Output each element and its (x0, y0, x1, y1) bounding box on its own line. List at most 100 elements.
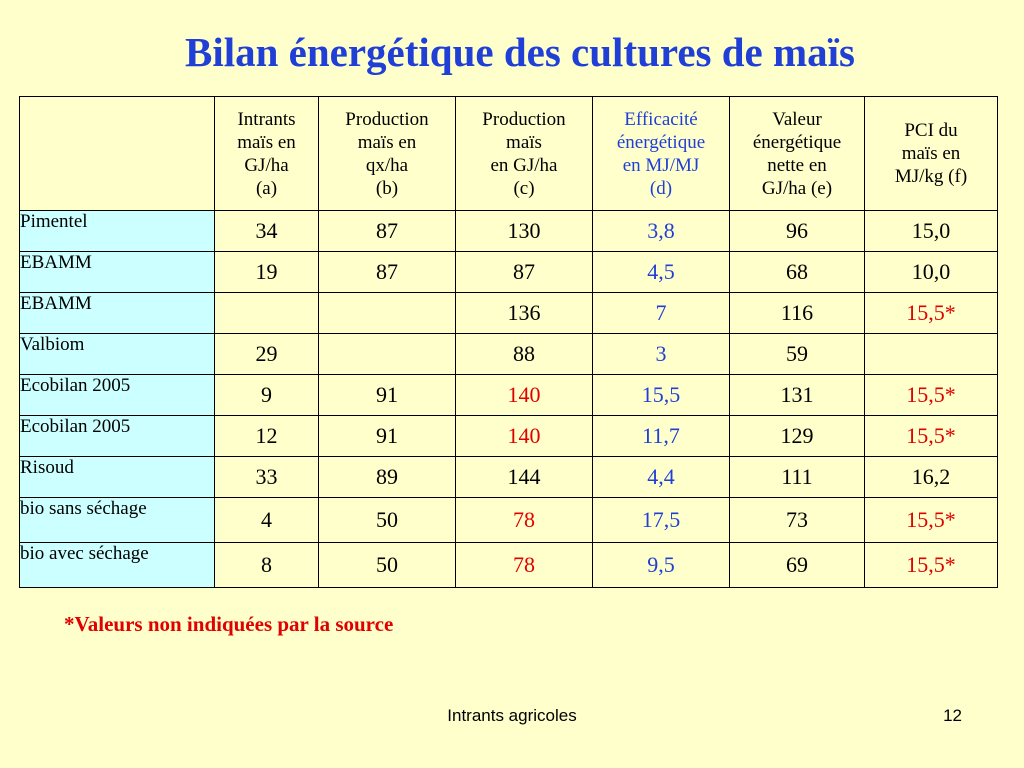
header-line: (a) (255, 177, 278, 199)
header-corner-cell (19, 96, 215, 211)
slide-title: Bilan énergétique des cultures de maïs (184, 29, 856, 75)
cell-valeur-nette: 116 (729, 292, 865, 334)
cell-efficacite: 11,7 (592, 415, 730, 457)
table-row: Risoud 33 89 144 4,4 111 16,2 (19, 456, 998, 498)
footer-label: Intrants agricoles (447, 706, 577, 725)
table-row: EBAMM 19 87 87 4,5 68 10,0 (19, 251, 998, 293)
header-line: MJ/kg (f) (894, 166, 968, 187)
header-line: Intrants (237, 108, 296, 130)
row-label: Risoud (19, 456, 215, 498)
cell-production-gj: 136 (455, 292, 593, 334)
header-line: en MJ/MJ (622, 154, 700, 176)
cell-intrants: 34 (214, 210, 319, 252)
cell-production-gj: 140 (455, 415, 593, 457)
cell-pci: 15,5* (864, 374, 998, 416)
header-line: énergétique (752, 131, 842, 153)
cell-efficacite: 9,5 (592, 542, 730, 588)
row-label: Pimentel (19, 210, 215, 252)
table-row: EBAMM 136 7 116 15,5* (19, 292, 998, 334)
table-header-row: Intrants maïs en GJ/ha (a) Production ma… (19, 96, 998, 211)
cell-production-qx: 50 (318, 542, 456, 588)
cell-pci: 15,0 (864, 210, 998, 252)
cell-intrants: 33 (214, 456, 319, 498)
row-label: Ecobilan 2005 (19, 374, 215, 416)
header-line: (d) (649, 177, 673, 199)
cell-pci (864, 333, 998, 375)
header-line: GJ/ha (e) (761, 177, 833, 199)
cell-pci: 15,5* (864, 415, 998, 457)
table-row: Pimentel 34 87 130 3,8 96 15,0 (19, 210, 998, 252)
cell-efficacite: 4,5 (592, 251, 730, 293)
header-line: GJ/ha (244, 154, 289, 176)
header-production-qx: Production maïs en qx/ha (b) (318, 96, 456, 211)
cell-valeur-nette: 96 (729, 210, 865, 252)
header-line: Efficacité (624, 108, 698, 130)
row-label: EBAMM (19, 292, 215, 334)
header-production-gj: Production maïs en GJ/ha (c) (455, 96, 593, 211)
row-label: EBAMM (19, 251, 215, 293)
footnote: *Valeurs non indiquées par la source (64, 612, 394, 636)
header-pci: PCI du maïs en MJ/kg (f) (864, 96, 998, 211)
header-line: maïs en (901, 143, 961, 164)
header-line: en GJ/ha (490, 154, 558, 176)
cell-valeur-nette: 131 (729, 374, 865, 416)
header-line: maïs (506, 131, 542, 153)
cell-pci: 10,0 (864, 251, 998, 293)
cell-pci: 15,5* (864, 542, 998, 588)
cell-efficacite: 4,4 (592, 456, 730, 498)
row-label: Ecobilan 2005 (19, 415, 215, 457)
header-line: Production (345, 108, 429, 130)
header-line: PCI du (904, 120, 958, 141)
cell-production-gj: 78 (455, 497, 593, 543)
table-row: bio avec séchage 8 50 78 9,5 69 15,5* (19, 542, 998, 588)
cell-production-qx: 50 (318, 497, 456, 543)
cell-valeur-nette: 111 (729, 456, 865, 498)
table-row: bio sans séchage 4 50 78 17,5 73 15,5* (19, 497, 998, 543)
cell-production-qx: 89 (318, 456, 456, 498)
cell-valeur-nette: 59 (729, 333, 865, 375)
table-row: Ecobilan 2005 9 91 140 15,5 131 15,5* (19, 374, 998, 416)
cell-efficacite: 3 (592, 333, 730, 375)
cell-intrants: 9 (214, 374, 319, 416)
header-line: maïs en (237, 131, 296, 153)
cell-efficacite: 17,5 (592, 497, 730, 543)
header-line: (b) (375, 177, 399, 199)
row-label: Valbiom (19, 333, 215, 375)
cell-valeur-nette: 68 (729, 251, 865, 293)
row-label: bio sans séchage (19, 497, 215, 543)
table-row: Valbiom 29 88 3 59 (19, 333, 998, 375)
cell-valeur-nette: 73 (729, 497, 865, 543)
cell-intrants: 12 (214, 415, 319, 457)
header-line: énergétique (616, 131, 706, 153)
cell-production-gj: 88 (455, 333, 593, 375)
table-row: Ecobilan 2005 12 91 140 11,7 129 15,5* (19, 415, 998, 457)
cell-pci: 16,2 (864, 456, 998, 498)
cell-pci: 15,5* (864, 292, 998, 334)
header-line: (c) (513, 177, 535, 199)
cell-intrants: 4 (214, 497, 319, 543)
cell-valeur-nette: 129 (729, 415, 865, 457)
header-efficacite: Efficacité énergétique en MJ/MJ (d) (592, 96, 730, 211)
cell-efficacite: 7 (592, 292, 730, 334)
cell-production-qx (318, 333, 456, 375)
header-intrants: Intrants maïs en GJ/ha (a) (214, 96, 319, 211)
cell-intrants: 19 (214, 251, 319, 293)
header-line: maïs en (357, 131, 417, 153)
cell-efficacite: 15,5 (592, 374, 730, 416)
energy-balance-table: Intrants maïs en GJ/ha (a) Production ma… (19, 96, 998, 588)
cell-production-qx: 91 (318, 374, 456, 416)
page-number: 12 (943, 706, 962, 725)
cell-intrants (214, 292, 319, 334)
cell-efficacite: 3,8 (592, 210, 730, 252)
cell-production-gj: 140 (455, 374, 593, 416)
cell-intrants: 8 (214, 542, 319, 588)
cell-production-qx: 91 (318, 415, 456, 457)
header-line: nette en (767, 154, 827, 176)
cell-intrants: 29 (214, 333, 319, 375)
header-line: qx/ha (365, 154, 409, 176)
cell-production-qx (318, 292, 456, 334)
header-line: Valeur (772, 108, 822, 130)
cell-production-gj: 87 (455, 251, 593, 293)
cell-valeur-nette: 69 (729, 542, 865, 588)
cell-production-gj: 144 (455, 456, 593, 498)
